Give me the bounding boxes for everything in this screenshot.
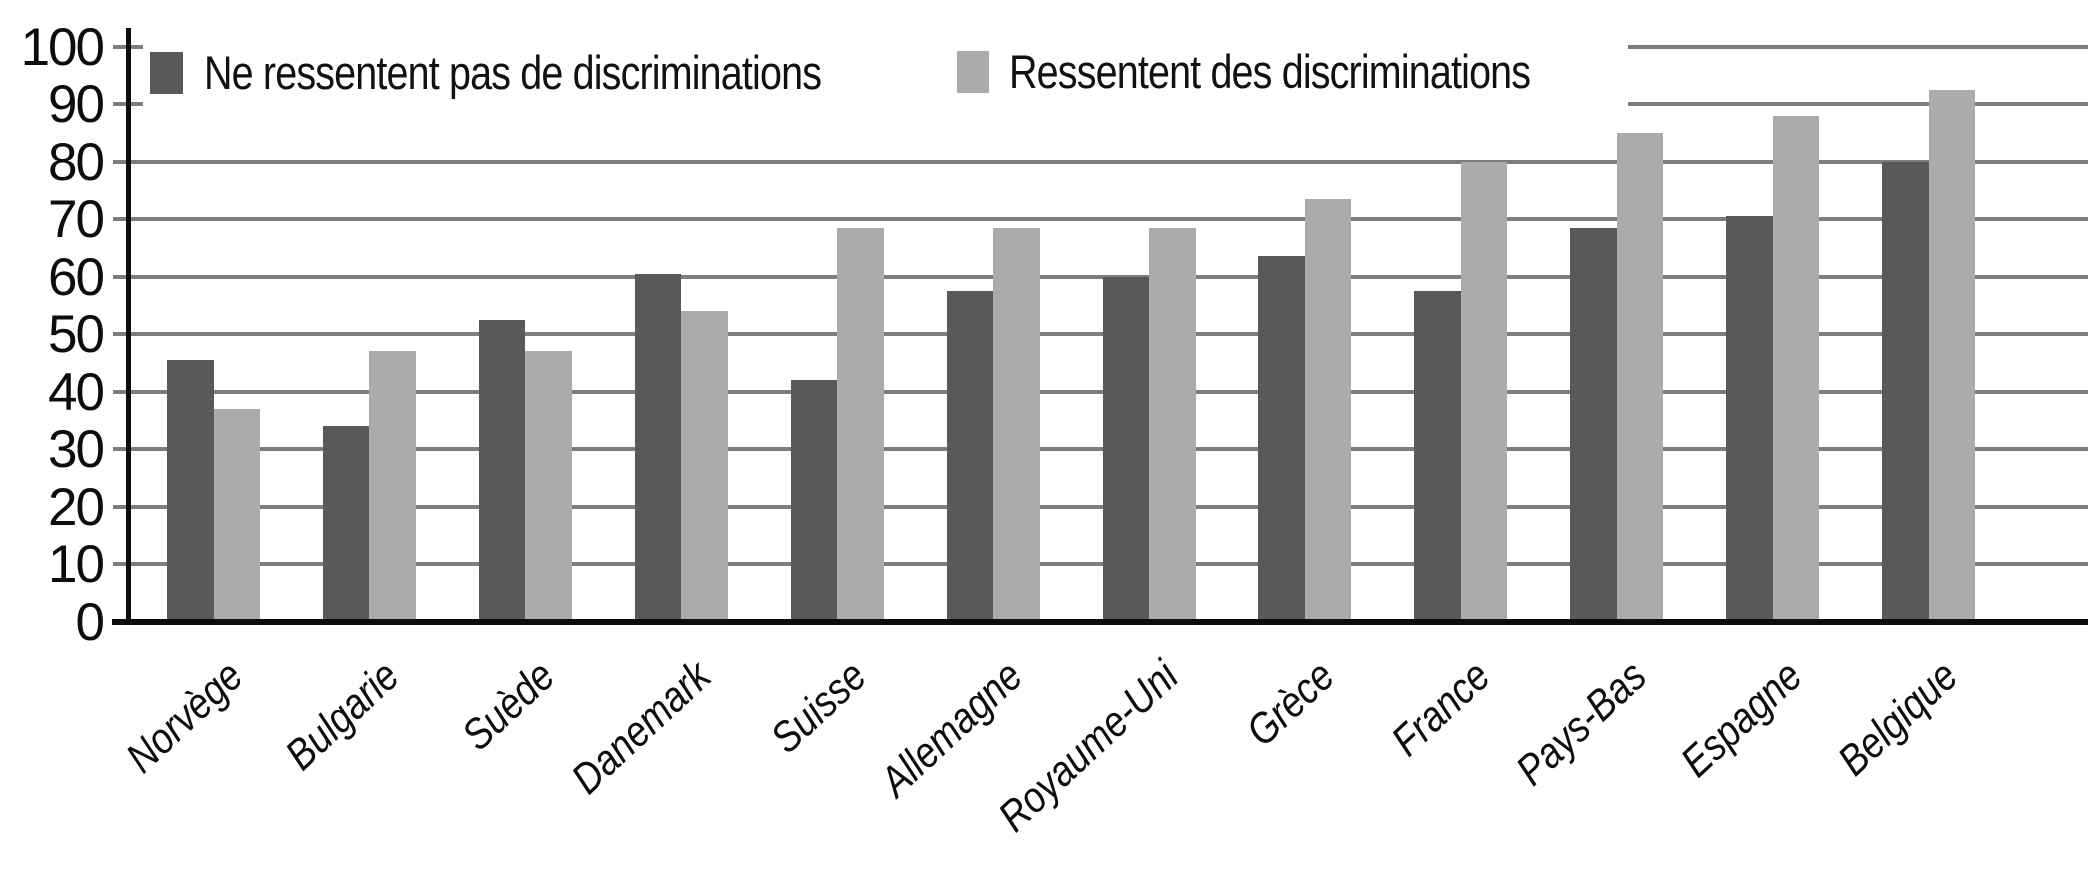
bar-dark-allemagne <box>946 290 994 619</box>
legend-swatch-dark <box>150 52 183 94</box>
x-axis-category-label: Suisse <box>761 651 876 763</box>
bar-light-pays-bas <box>1616 132 1664 620</box>
bar-dark-pays-bas <box>1570 227 1617 619</box>
x-axis-category-label: Suède <box>453 651 565 760</box>
bar-dark-france <box>1414 290 1461 619</box>
gridline-50 <box>113 332 2088 336</box>
bar-light-sude <box>525 351 572 620</box>
bar-dark-suisse <box>790 380 838 619</box>
y-axis-line <box>126 28 131 625</box>
gridline-10 <box>113 562 2088 566</box>
y-axis-tick-label: 40 <box>48 362 105 422</box>
bar-dark-norvge <box>167 359 214 619</box>
x-axis-category-label: Pays-Bas <box>1507 651 1656 795</box>
y-axis-tick-label: 10 <box>48 535 105 594</box>
gridline-80 <box>113 159 2088 164</box>
y-axis-tick-label: 60 <box>48 247 105 307</box>
gridline-40 <box>113 389 2088 394</box>
bar-light-france <box>1460 161 1508 619</box>
gridline-30 <box>113 447 2088 451</box>
legend-swatch-light <box>957 51 989 93</box>
bar-light-belgique <box>1928 89 1976 619</box>
bar-light-grce <box>1304 198 1352 619</box>
y-axis-tick-label: 0 <box>75 592 106 652</box>
legend-label-light: Ressentent des discriminations <box>1009 45 1531 98</box>
x-axis-category-label: Danemark <box>562 651 721 804</box>
y-axis-tick-label: 100 <box>20 17 105 77</box>
x-axis-category-label: Espagne <box>1671 651 1812 787</box>
x-axis-category-label: France <box>1382 651 1500 766</box>
x-axis-category-label: Bulgarie <box>276 651 409 780</box>
x-axis-category-label: Norvège <box>117 651 253 783</box>
x-axis-category-label: Belgique <box>1829 651 1968 786</box>
x-axis-line <box>112 619 2088 625</box>
y-axis-tick-label: 30 <box>48 420 105 479</box>
bar-dark-bulgarie <box>322 426 370 619</box>
gridline-70 <box>113 217 2088 221</box>
bar-dark-sude <box>478 319 526 619</box>
y-axis-tick-label: 50 <box>48 305 105 364</box>
x-axis-category-label: Grèce <box>1237 651 1344 756</box>
bar-light-allemagne <box>993 227 1040 619</box>
y-axis-tick-label: 20 <box>48 477 105 537</box>
bar-light-bulgarie <box>369 351 416 620</box>
gridline-60 <box>113 274 2088 279</box>
bar-light-suisse <box>837 227 884 619</box>
y-axis-tick-label: 70 <box>48 190 105 249</box>
bar-light-norvge <box>213 408 260 620</box>
x-axis-category-label: Allemagne <box>871 651 1032 807</box>
bar-dark-grce <box>1258 256 1305 619</box>
y-axis-tick-label: 90 <box>48 75 105 134</box>
y-axis-tick-label: 80 <box>48 132 105 192</box>
bar-dark-royaume-uni <box>1102 276 1149 619</box>
bar-light-royaume-uni <box>1149 227 1196 619</box>
bar-dark-danemark <box>634 273 682 619</box>
gridline-stub-90 <box>1628 102 2088 106</box>
bar-light-danemark <box>681 311 728 619</box>
gridline-stub-100 <box>1628 44 2088 49</box>
bar-dark-belgique <box>1882 161 1929 619</box>
bar-dark-espagne <box>1726 216 1773 619</box>
gridline-20 <box>113 504 2088 509</box>
legend-label-dark: Ne ressentent pas de discriminations <box>204 46 822 99</box>
bar-light-espagne <box>1772 115 1820 619</box>
